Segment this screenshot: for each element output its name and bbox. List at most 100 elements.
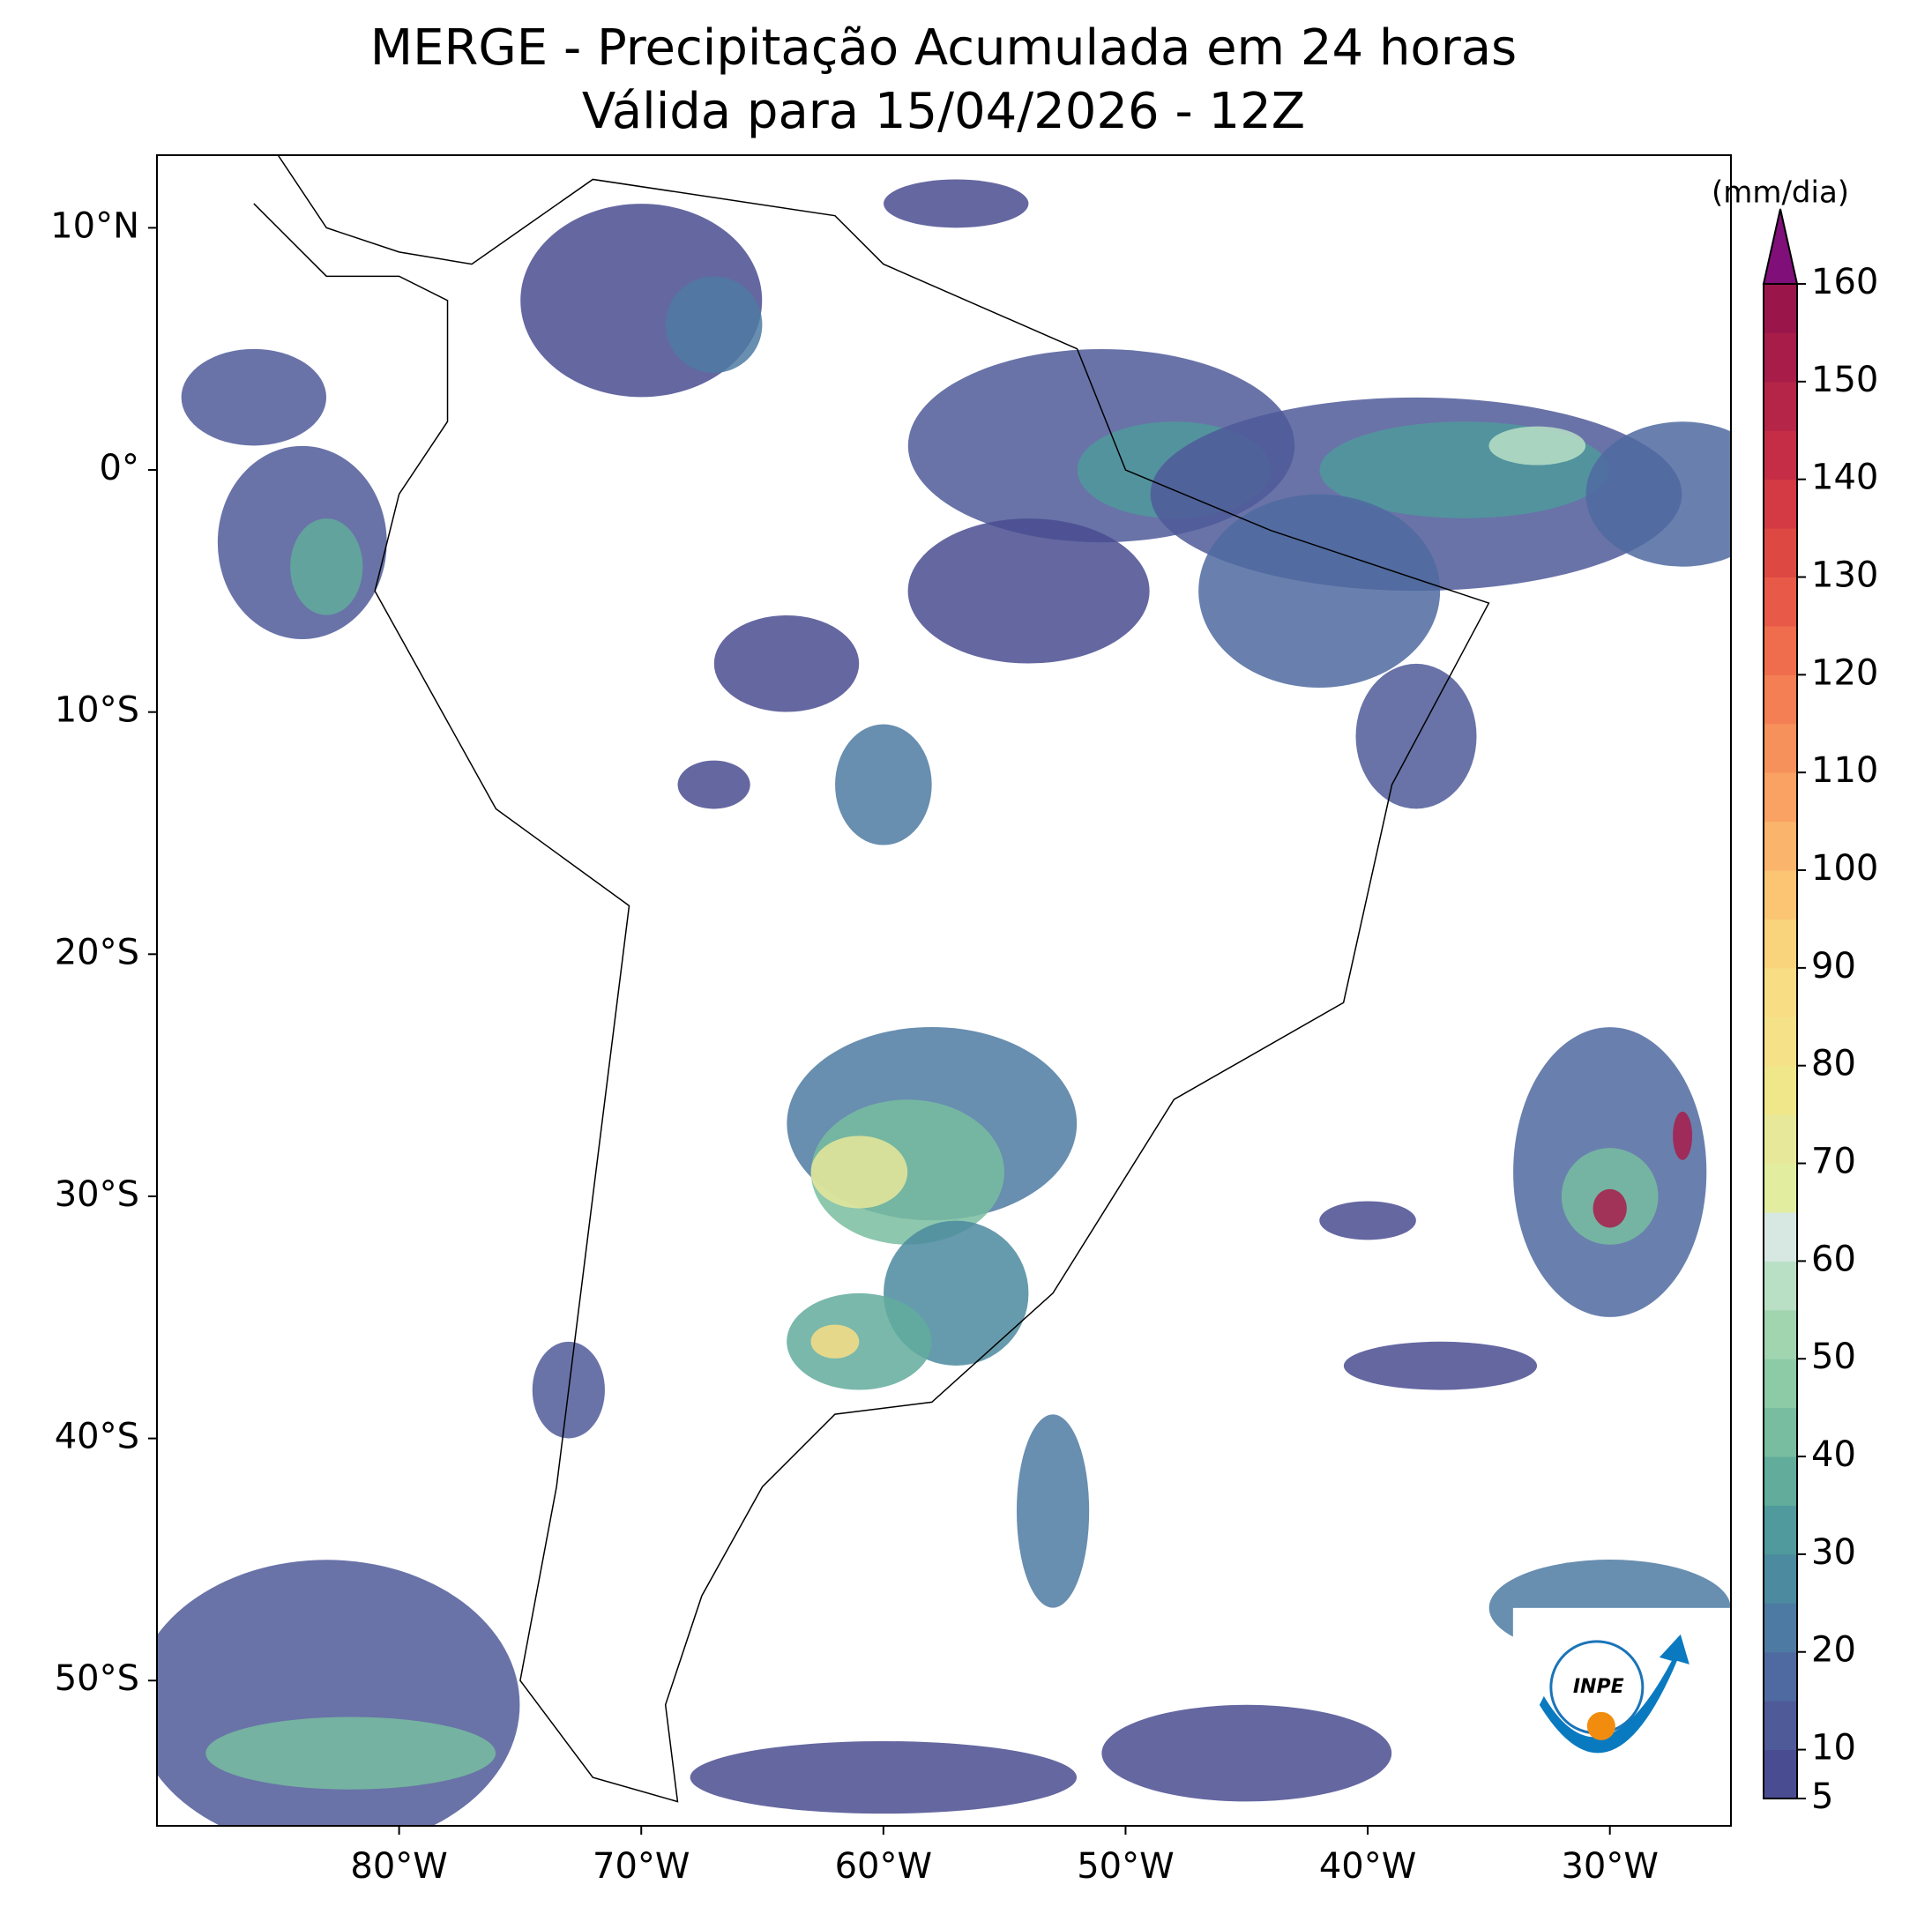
precip-area: [1593, 1188, 1627, 1228]
logo-text: INPE: [1573, 1676, 1624, 1698]
y-tick-label: 40°S: [55, 1417, 139, 1457]
precip-area: [181, 348, 327, 446]
precip-area: [1198, 494, 1441, 688]
colorbar-band: [1764, 1553, 1797, 1604]
colorbar-band: [1764, 332, 1797, 383]
colorbar-frame: [1763, 283, 1798, 1799]
y-tick-label: 10°N: [50, 205, 139, 246]
precip-area: [884, 179, 1029, 228]
precip-area: [810, 1136, 908, 1209]
colorbar-band: [1764, 1359, 1797, 1409]
colorbar-band: [1764, 919, 1797, 969]
colorbar-tick-label: 80: [1811, 1044, 1856, 1084]
colorbar-tick-label: 100: [1811, 848, 1878, 889]
colorbar-band: [1764, 1505, 1797, 1555]
precip-area: [787, 1292, 932, 1390]
coastline: [253, 155, 1490, 1803]
colorbar-band: [1764, 821, 1797, 871]
colorbar-band: [1764, 625, 1797, 675]
colorbar-band: [1764, 430, 1797, 480]
colorbar-band: [1764, 1651, 1797, 1702]
colorbar-band: [1764, 381, 1797, 431]
x-tick-label: 50°W: [1077, 1846, 1174, 1887]
precip-area: [1585, 421, 1731, 567]
colorbar-tick-label: 50: [1811, 1337, 1856, 1377]
colorbar-tick-label: 90: [1811, 946, 1856, 987]
precip-area: [1101, 1704, 1392, 1802]
colorbar-tick-label: 60: [1811, 1239, 1856, 1279]
y-tick-label: 0°: [100, 448, 139, 488]
precip-area: [907, 518, 1150, 664]
precip-area: [810, 1099, 1004, 1245]
colorbar-band: [1764, 772, 1797, 823]
logo-bg: [1512, 1607, 1730, 1825]
colorbar-band: [1764, 1211, 1797, 1262]
colorbar-band: [1764, 1261, 1797, 1311]
x-tick-label: 70°W: [593, 1846, 690, 1887]
precip-area: [810, 1324, 860, 1359]
colorbar-band: [1764, 1749, 1797, 1799]
colorbar-unit: (mm/dia): [1712, 175, 1849, 211]
colorbar-band: [1764, 723, 1797, 773]
logo-dot: [1586, 1711, 1615, 1740]
precip-area: [713, 614, 860, 712]
colorbar-extend: [1762, 208, 1799, 285]
colorbar-band: [1764, 1114, 1797, 1165]
colorbar-band: [1764, 528, 1797, 578]
map: 80°W 70°W 60°W 50°W 40°W 30°W 10°N 0° 10°S 20°S 30…: [50, 154, 1732, 1887]
colorbar: 5 10 20 30 40 50 60 70 80 90 100 110 120 130 140 150 160…: [1712, 175, 1878, 1818]
colorbar-band: [1764, 1701, 1797, 1751]
colorbar-band: [1764, 284, 1797, 333]
logo-arrow: [1539, 1634, 1690, 1754]
colorbar-tick-label: 130: [1811, 555, 1878, 596]
precip-area: [665, 276, 763, 374]
y-tick-label: 20°S: [55, 932, 139, 972]
colorbar-tick-label: 10: [1811, 1728, 1856, 1769]
x-tick-label: 40°W: [1319, 1846, 1416, 1887]
precip-area: [1673, 1111, 1693, 1160]
precip-area: [690, 1740, 1078, 1814]
colorbar-tick-label: 110: [1811, 750, 1878, 791]
subtitle: Válida para 15/04/2026 - 12Z: [582, 83, 1305, 140]
precip-area: [290, 518, 363, 615]
precip-area: [205, 1717, 496, 1790]
colorbar-band: [1764, 967, 1797, 1017]
colorbar-band: [1764, 1407, 1797, 1457]
precip-area: [1355, 663, 1477, 809]
x-tick-label: 80°W: [350, 1846, 447, 1887]
colorbar-band: [1764, 1163, 1797, 1213]
colorbar-tick-label: 150: [1811, 360, 1878, 400]
colorbar-tick-label: 30: [1811, 1532, 1856, 1573]
colorbar-tick-label: 140: [1811, 458, 1878, 498]
colorbar-tick-label: 40: [1811, 1434, 1856, 1475]
colorbar-band: [1764, 479, 1797, 529]
map-layer: [157, 155, 1731, 1826]
colorbar-band: [1764, 1309, 1797, 1359]
y-tick-label: 10°S: [55, 690, 139, 731]
colorbar-band: [1764, 1603, 1797, 1653]
precip-area: [1488, 426, 1586, 465]
colorbar-band: [1764, 577, 1797, 627]
precip-area: [677, 760, 750, 809]
y-tick-label: 30°S: [55, 1174, 139, 1215]
precip-area: [1319, 1201, 1416, 1240]
colorbar-tick-label: 70: [1811, 1142, 1856, 1182]
colorbar-band: [1764, 1456, 1797, 1506]
precip-area: [835, 724, 932, 845]
title: MERGE - Precipitação Acumulada em 24 hor…: [370, 19, 1517, 77]
x-tick-label: 60°W: [835, 1846, 932, 1887]
colorbar-band: [1764, 870, 1797, 920]
colorbar-band: [1764, 1017, 1797, 1067]
colorbar-tick-label: 120: [1811, 652, 1878, 693]
colorbar-band: [1764, 674, 1797, 725]
y-tick-label: 50°S: [55, 1658, 139, 1699]
precip-area: [1016, 1414, 1090, 1608]
colorbar-tick-label: 5: [1811, 1776, 1833, 1817]
colorbar-tick-label: 160: [1811, 262, 1878, 302]
map-frame: [156, 154, 1732, 1827]
colorbar-band: [1764, 1065, 1797, 1115]
x-tick-label: 30°W: [1561, 1846, 1658, 1887]
colorbar-tick-label: 20: [1811, 1630, 1856, 1671]
precip-area: [157, 1560, 520, 1826]
